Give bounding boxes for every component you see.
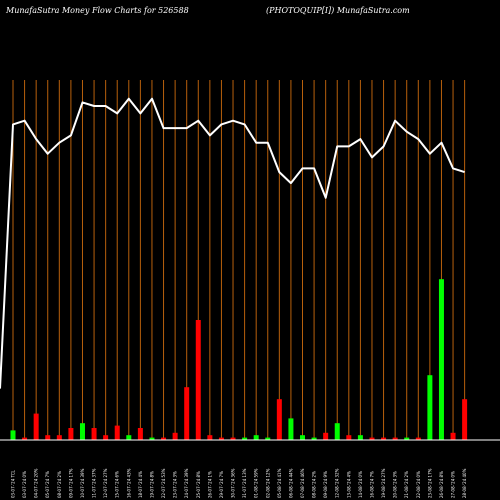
flow-bar [450, 432, 456, 440]
x-tick-label: 27-08-'24 0% [451, 471, 456, 498]
flow-bar [161, 437, 167, 440]
flow-bar [172, 432, 178, 440]
x-tick-label: 03-07-'24 0% [22, 471, 27, 498]
x-tick-label: 29-07-'24 7% [219, 471, 224, 498]
x-tick-label: 20-08-'24 3% [393, 471, 398, 498]
x-tick-label: 26-07-'24 1% [207, 471, 212, 498]
x-tick-label: 06-08-'24 44% [288, 468, 293, 498]
x-tick-label: 23-08-'24 17% [427, 468, 432, 498]
x-tick-label: 14-08-'24 0% [358, 471, 363, 498]
x-tick-label: 08-07-'24 2% [57, 471, 62, 498]
money-flow-bars [10, 279, 468, 440]
x-tick-label: 08-08-'24 2% [312, 471, 317, 498]
flow-bar [22, 437, 28, 440]
flow-bar [265, 437, 271, 440]
flow-bar [68, 428, 74, 440]
x-tick-label: 21-08-'24 2% [404, 471, 409, 498]
flow-bar [381, 437, 387, 440]
flow-bar [357, 435, 363, 440]
x-tick-label: 15-07-'24 6% [115, 471, 120, 498]
flow-bar [45, 435, 51, 440]
x-tick-label: 05-07-'24 7% [45, 471, 50, 498]
flow-bar [114, 425, 120, 440]
x-tick-label: 11-07-'24 37% [92, 468, 97, 498]
x-tick-label: 09-07-'24 17% [68, 468, 73, 498]
x-tick-label: 09-08-'24 9% [323, 471, 328, 498]
x-tick-label: 12-08-'24 32% [335, 468, 340, 498]
x-tick-label: 31-07-'24 13% [242, 468, 247, 498]
x-tick-label: 26-08-'24 8% [439, 471, 444, 498]
x-tick-label: 25-07-'24 8% [196, 471, 201, 498]
price-line [0, 97, 465, 389]
flow-bar [207, 435, 213, 440]
flow-bar [346, 435, 352, 440]
flow-bar [79, 423, 85, 440]
x-tick-label: 13-08-'24 4% [346, 471, 351, 498]
flow-bar [230, 437, 236, 440]
flow-bar [462, 399, 468, 440]
chart-title-right: (PHOTOQUIP[I]) MunafaSutra.com [266, 6, 410, 15]
flow-bar [369, 437, 375, 440]
flow-bar [33, 413, 39, 440]
x-tick-label: 02-08-'24 12% [265, 468, 270, 498]
x-tick-label: 04-07-'24 20% [34, 468, 39, 498]
x-tick-label: 07-08-'24 46% [300, 468, 305, 498]
flow-bar [56, 435, 62, 440]
flow-bar [323, 432, 329, 440]
flow-bar [276, 399, 282, 440]
flow-bar [415, 437, 421, 440]
flow-bar [311, 437, 317, 440]
x-tick-label: 16-08-'24 7% [369, 471, 374, 498]
x-tick-label: 03-07-'24 TCL [11, 469, 16, 498]
x-tick-label: 28-08-'24 40% [462, 468, 467, 498]
flow-bar [218, 437, 224, 440]
flow-bar [103, 435, 109, 440]
flow-bar [195, 320, 201, 440]
x-tick-label: 24-07-'24 39% [184, 468, 189, 498]
x-tick-label: 30-07-'24 36% [231, 468, 236, 498]
flow-bar [392, 437, 398, 440]
flow-bar [149, 437, 155, 440]
x-tick-label: 22-08-'24 0% [416, 471, 421, 498]
flow-bar [427, 375, 433, 440]
x-tick-label: 19-08-'24 27% [381, 468, 386, 498]
flow-bar [300, 435, 305, 440]
flow-bar [253, 435, 259, 440]
x-tick-label: 23-07-'24 3% [173, 471, 178, 498]
flow-bar [91, 428, 97, 440]
flow-bar [137, 428, 143, 440]
flow-bar [10, 430, 16, 440]
x-tick-label: 18-07-'24 4% [138, 471, 143, 498]
chart-title-left: MunafaSutra Money Flow Charts for 526588 [5, 6, 189, 15]
x-axis-tick-labels: 03-07-'24 TCL 03-07-'24 0% 04-07-'24 20% 05… [11, 468, 468, 498]
flow-bar [288, 418, 294, 440]
x-tick-label: 19-07-'24 8% [149, 471, 154, 498]
x-tick-label: 05-08-'24 41% [277, 468, 282, 498]
flow-bar [438, 279, 444, 440]
x-tick-label: 22-07-'24 53% [161, 468, 166, 498]
x-tick-label: 16-07-'24 43% [126, 468, 131, 498]
flow-bar [126, 435, 132, 440]
flow-bar [334, 423, 340, 440]
x-tick-label: 01-08-'24 59% [254, 468, 259, 498]
x-tick-label: 12-07-'24 27% [103, 468, 108, 498]
flow-bar [242, 437, 248, 440]
flow-bar [184, 387, 190, 440]
x-tick-label: 10-07-'24 39% [80, 468, 85, 498]
flow-bar [404, 437, 410, 440]
